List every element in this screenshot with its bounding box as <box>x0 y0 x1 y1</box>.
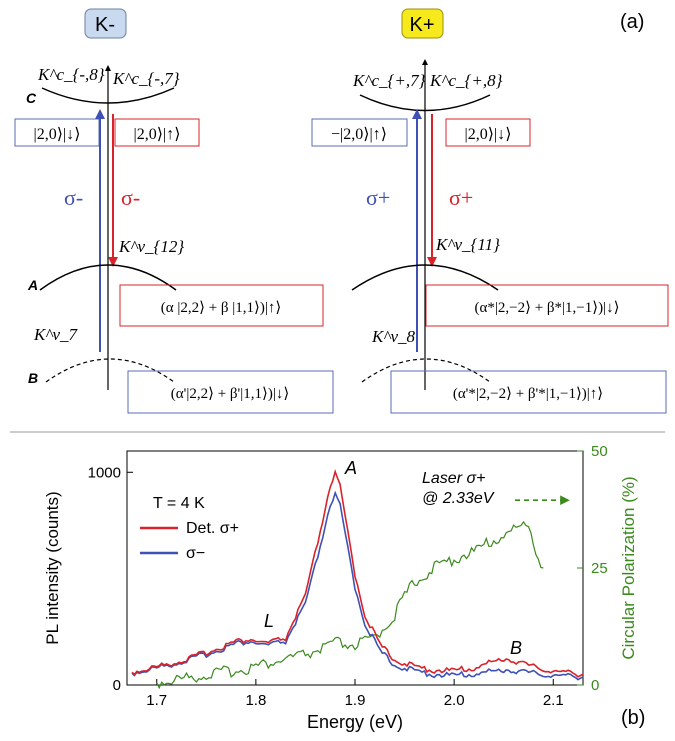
k-minus-box-top-right-text: |2,0⟩|↑⟩ <box>134 126 181 143</box>
k-plus-sigma-red: σ+ <box>449 185 473 210</box>
k-minus-header: K- <box>95 14 115 36</box>
k-minus-box-mid-text: (α |2,2⟩ + β |1,1⟩)|↑⟩ <box>161 300 282 316</box>
y2-tick-label: 50 <box>591 443 608 460</box>
k-plus-valence-mid-state: K^v_{11} <box>435 235 500 254</box>
k-minus-valence-low-state: K^v_7 <box>33 325 79 344</box>
y2-axis-label: Circular Polarization (%) <box>619 476 638 659</box>
k-plus-box-low-text: (α'*|2,−2⟩ + β'*|1,−1⟩)|↑⟩ <box>453 386 603 402</box>
k-minus-box-low-text: (α'|2,2⟩ + β'|1,1⟩)|↓⟩ <box>171 386 289 402</box>
legend-red-label: Det. σ+ <box>186 520 239 537</box>
conduction-band-curve <box>41 87 175 104</box>
k-plus-header-box <box>401 8 444 39</box>
k-plus-valence-band-b-curve <box>361 358 491 383</box>
x-tick-label: 2.1 <box>543 692 564 709</box>
x-tick-label: 1.8 <box>245 692 266 709</box>
k-plus-box-mid-text: (α*|2,−2⟩ + β*|1,−1⟩)|↓⟩ <box>475 300 620 316</box>
k-plus-box-mid <box>425 284 669 327</box>
valence-band-a-curve <box>39 264 177 291</box>
k-plus-valence-band-a-curve <box>351 264 499 291</box>
k-plus-box-low <box>390 370 667 414</box>
panel-b-label: (b) <box>621 707 645 729</box>
panel-a-label: (a) <box>620 11 644 33</box>
legend-blue-label: σ− <box>186 545 205 562</box>
k-minus-sigma-blue: σ- <box>64 185 83 210</box>
y-axis-label: PL intensity (counts) <box>43 491 62 644</box>
k-plus-box-top-left-text: −|2,0⟩|↑⟩ <box>331 126 387 143</box>
valence-band-b-curve <box>45 358 175 383</box>
k-minus-header-box <box>84 8 127 39</box>
k-minus-box-top-left-text: |2,0⟩|↓⟩ <box>34 126 81 143</box>
k-minus-sigma-red: σ- <box>121 185 140 210</box>
x-tick-label: 1.7 <box>146 692 167 709</box>
y2-tick-label: 25 <box>591 560 608 577</box>
k-minus-diagram: K- K^c_{-,8} K^c_{-,7} C |2,0⟩|↓⟩ |2,0⟩|… <box>14 8 334 414</box>
k-plus-cond-right-state: K^c_{+,8} <box>429 71 503 90</box>
peak-l-label: L <box>264 611 274 631</box>
k-plus-conduction-band-curve <box>359 94 491 112</box>
k-minus-valence-mid-state: K^v_{12} <box>118 237 184 256</box>
band-b-label: B <box>28 370 38 386</box>
x-axis-label: Energy (eV) <box>307 712 403 732</box>
x-tick-label: 2.0 <box>444 692 465 709</box>
k-minus-box-mid <box>119 284 324 327</box>
band-a-label: A <box>27 277 38 293</box>
k-plus-box-top-right-text: |2,0⟩|↓⟩ <box>465 126 512 143</box>
pl-chart: 1.7 1.8 1.9 2.0 2.1 0 1000 0 25 50 PL intensity (… <box>43 443 645 732</box>
peak-a-label: A <box>344 458 357 478</box>
y-tick-label: 0 <box>113 677 121 694</box>
band-c-label: C <box>26 90 37 106</box>
k-minus-cond-left-state: K^c_{-,8} <box>37 65 105 84</box>
k-minus-box-low <box>127 370 334 414</box>
k-plus-valence-low-state: K^v_8 <box>371 327 416 346</box>
series-det-sigma-plus <box>131 469 584 678</box>
y2-tick-label: 0 <box>591 677 599 694</box>
series-circular-polarization <box>156 520 544 690</box>
k-plus-sigma-blue: σ+ <box>366 185 390 210</box>
laser-label-line2: @ 2.33eV <box>422 490 495 507</box>
y-tick-label: 1000 <box>88 464 121 481</box>
k-plus-header: K+ <box>409 14 434 36</box>
x-tick-label: 1.9 <box>345 692 366 709</box>
series-sigma-minus <box>131 490 584 681</box>
k-minus-box-top-right <box>114 118 200 147</box>
peak-b-label: B <box>510 638 522 658</box>
laser-label-line1: Laser σ+ <box>422 470 485 487</box>
k-plus-box-top-left <box>311 118 408 147</box>
temperature-label: T = 4 K <box>153 495 205 512</box>
k-plus-diagram: K+ K^c_{+,7} K^c_{+,8} −|2,0⟩|↑⟩ |2,0⟩|↓… <box>311 8 669 414</box>
k-minus-cond-right-state: K^c_{-,7} <box>112 69 180 88</box>
k-plus-box-top-right <box>445 118 531 147</box>
k-plus-cond-left-state: K^c_{+,7} <box>352 71 426 90</box>
